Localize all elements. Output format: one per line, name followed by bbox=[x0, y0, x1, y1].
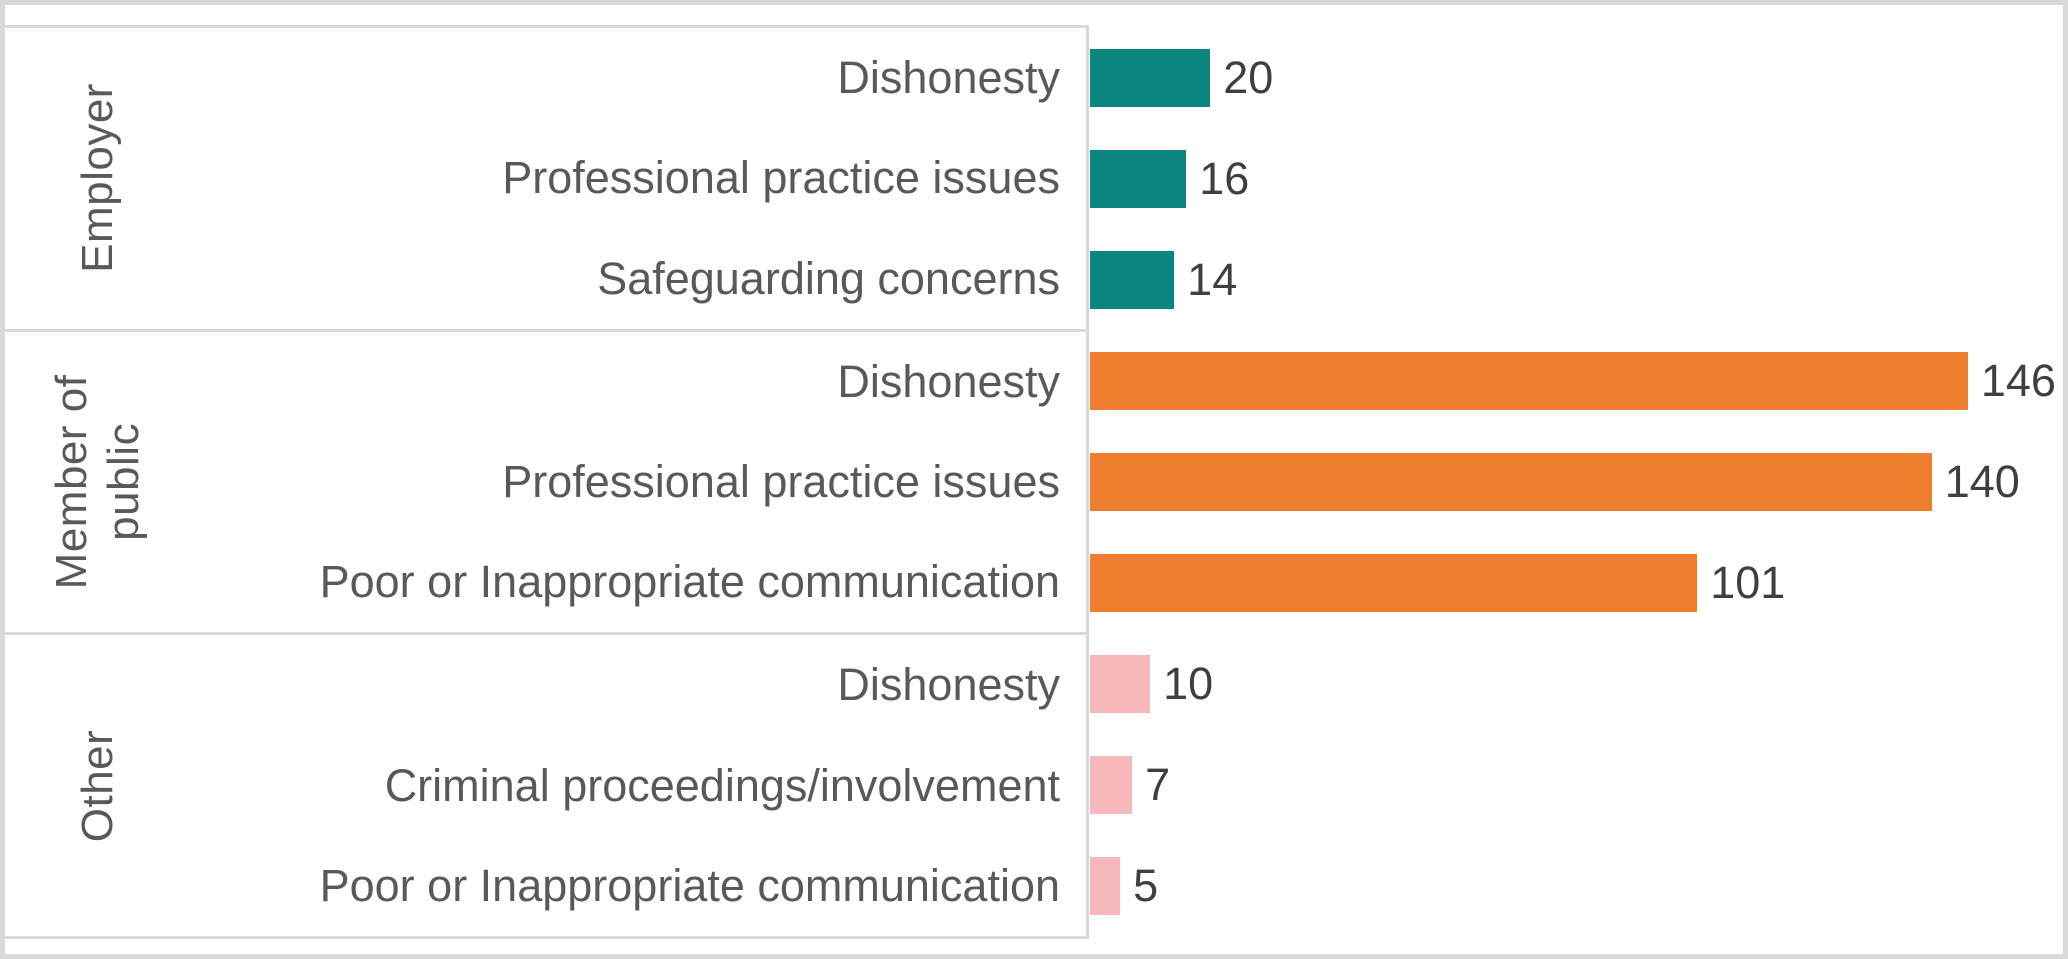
bar-public-professional-practice-issues bbox=[1090, 453, 1932, 511]
value-label: 140 bbox=[1944, 456, 2020, 507]
category-label-column: Dishonesty Criminal proceedings/involvem… bbox=[190, 635, 1086, 936]
bar-row: 20 bbox=[1090, 28, 2052, 129]
bar-row: 10 bbox=[1090, 633, 2052, 734]
bar-other-dishonesty bbox=[1090, 654, 1151, 713]
category-label: Criminal proceedings/involvement bbox=[384, 759, 1060, 811]
group-label-column: Other bbox=[5, 635, 190, 936]
value-label: 10 bbox=[1163, 657, 1214, 709]
category-label: Dishonesty bbox=[837, 355, 1060, 407]
bar-row: 5 bbox=[1090, 835, 2052, 936]
value-label: 20 bbox=[1223, 52, 1274, 104]
plot-area: 20 16 14 146 140 101 10 7 bbox=[1090, 28, 2056, 936]
value-label: 146 bbox=[1980, 355, 2056, 407]
group-label: Employer bbox=[72, 83, 122, 274]
category-label-column: Dishonesty Professional practice issues … bbox=[190, 28, 1086, 329]
group-label-column: Employer bbox=[5, 28, 190, 329]
value-label: 16 bbox=[1199, 153, 1250, 205]
category-group-member-of-public: Member of public Dishonesty Professional… bbox=[5, 328, 1086, 633]
bar-public-poor-communication bbox=[1090, 553, 1698, 612]
bar-row: 7 bbox=[1090, 734, 2052, 835]
bar-employer-professional-practice-issues bbox=[1090, 150, 1187, 209]
category-label: Dishonesty bbox=[837, 659, 1060, 711]
category-label: Poor or Inappropriate communication bbox=[319, 859, 1060, 911]
bar-employer-dishonesty bbox=[1090, 49, 1211, 108]
bar-row: 146 bbox=[1090, 331, 2056, 432]
category-group-employer: Employer Dishonesty Professional practic… bbox=[5, 25, 1086, 329]
bar-public-dishonesty bbox=[1090, 352, 1968, 411]
group-label: Member of public bbox=[46, 374, 148, 590]
category-label: Poor or Inappropriate communication bbox=[319, 556, 1060, 608]
bar-row: 140 bbox=[1090, 432, 2052, 533]
bar-row: 16 bbox=[1090, 129, 2052, 230]
value-label: 14 bbox=[1187, 254, 1238, 306]
category-group-other: Other Dishonesty Criminal proceedings/in… bbox=[5, 632, 1086, 940]
bar-row: 101 bbox=[1090, 532, 2052, 633]
category-label: Professional practice issues bbox=[502, 456, 1060, 507]
value-label: 5 bbox=[1133, 859, 1159, 911]
group-label: Other bbox=[72, 729, 122, 842]
value-label: 101 bbox=[1710, 556, 1786, 608]
category-label: Safeguarding concerns bbox=[597, 252, 1060, 304]
bar-other-criminal-proceedings bbox=[1090, 755, 1133, 814]
bar-employer-safeguarding-concerns bbox=[1090, 251, 1175, 310]
category-label: Professional practice issues bbox=[502, 152, 1060, 204]
category-axis-panel: Employer Dishonesty Professional practic… bbox=[5, 25, 1089, 940]
value-label: 7 bbox=[1145, 758, 1171, 810]
bar-other-poor-communication bbox=[1090, 856, 1121, 915]
category-label: Dishonesty bbox=[837, 52, 1060, 104]
category-label-column: Dishonesty Professional practice issues … bbox=[190, 332, 1086, 633]
bar-row: 14 bbox=[1090, 230, 2052, 331]
group-label-column: Member of public bbox=[5, 332, 190, 633]
